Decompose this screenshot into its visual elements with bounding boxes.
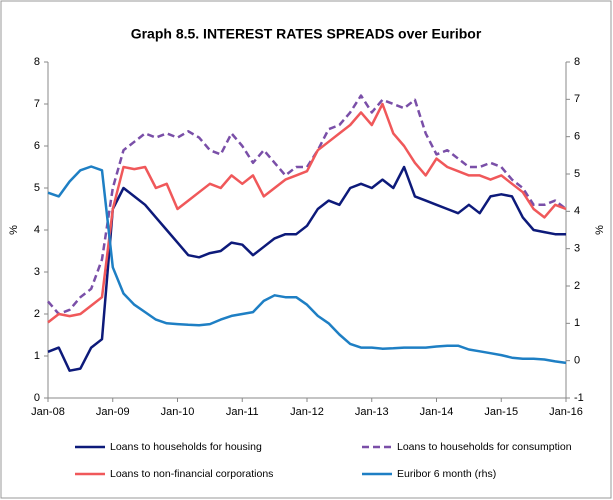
series-line <box>47 165 567 365</box>
y2-tick-label: 4 <box>574 205 580 217</box>
y-tick-label: 0 <box>34 392 40 404</box>
y-tick-label: 3 <box>34 266 40 278</box>
y2-tick-label: 0 <box>574 355 580 367</box>
y-tick-label: 5 <box>34 182 40 194</box>
x-tick-label: Jan-14 <box>420 406 454 418</box>
y2-tick-label: 6 <box>574 131 580 143</box>
y2-tick-label: -1 <box>574 392 584 404</box>
x-tick-label: Jan-13 <box>355 406 389 418</box>
y2-tick-label: 8 <box>574 56 580 68</box>
legend-label: Loans to non-financial corporations <box>110 468 273 480</box>
x-tick-label: Jan-09 <box>96 406 130 418</box>
y-tick-label: 6 <box>34 140 40 152</box>
y-tick-label: 1 <box>34 350 40 362</box>
y2-axis-label: % <box>594 225 606 235</box>
x-tick-label: Jan-11 <box>226 406 259 418</box>
x-tick-label: Jan-10 <box>161 406 195 418</box>
y2-tick-label: 2 <box>574 280 580 292</box>
legend-label: Euribor 6 month (rhs) <box>397 468 496 480</box>
y-tick-label: 7 <box>34 98 40 110</box>
y-tick-label: 8 <box>34 56 40 68</box>
y-tick-label: 4 <box>34 224 40 236</box>
y2-tick-label: 7 <box>574 93 580 105</box>
y2-tick-label: 1 <box>574 317 580 329</box>
series-line <box>47 94 567 316</box>
y-axis-label: % <box>8 225 20 235</box>
y-tick-label: 2 <box>34 308 40 320</box>
series-line <box>47 165 566 372</box>
legend-label: Loans to households for housing <box>110 441 262 453</box>
legend-label: Loans to households for consumption <box>397 441 572 453</box>
y2-tick-label: 5 <box>574 168 580 180</box>
series-line <box>47 102 567 324</box>
x-tick-label: Jan-16 <box>549 406 583 418</box>
x-tick-label: Jan-12 <box>290 406 324 418</box>
x-tick-label: Jan-15 <box>484 406 518 418</box>
y2-tick-label: 3 <box>574 243 580 255</box>
chart-title: Graph 8.5. INTEREST RATES SPREADS over E… <box>131 26 482 42</box>
x-tick-label: Jan-08 <box>31 406 65 418</box>
